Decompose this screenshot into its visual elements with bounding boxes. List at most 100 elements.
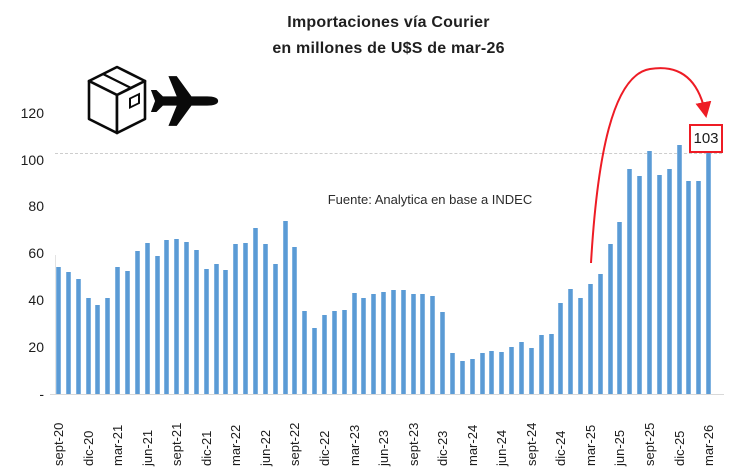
bar-sept-23 [410,294,416,394]
x-axis-line [50,394,724,395]
bar-ago-22 [282,220,288,394]
chart-title-line1: Importaciones vía Courier [287,14,490,31]
bar-dic-20 [85,297,91,394]
bar-sept-22 [292,247,298,394]
chart-title-line2: en millones de U$S de mar-26 [272,40,505,57]
bar-oct-21 [184,241,190,394]
bar-jul-22 [272,263,278,394]
bar-oct-22 [302,310,308,394]
bar-oct-24 [538,335,544,394]
bar-jul-25 [627,168,633,394]
bar-nov-25 [666,168,672,394]
bar-may-22 [253,227,258,394]
bar-jun-24 [499,351,505,394]
y-tick-120: 120 [20,104,44,121]
bar-nov-23 [430,295,436,394]
y-tick-40: 40 [28,292,44,309]
bar-ago-25 [637,175,643,394]
bar-may-25 [607,243,613,394]
bar-ene-21 [95,304,101,394]
bar-mar-22 [233,243,239,394]
bar-sept-21 [174,239,180,394]
x-tick-jun-22: jun-22 [257,429,273,466]
bar-oct-25 [656,174,662,394]
bar-nov-21 [193,249,199,394]
y-tick-100: 100 [20,151,44,168]
x-tick-sept-25: sept-25 [642,422,657,466]
bar-abr-23 [361,297,367,394]
source-note: Fuente: Analytica en base a INDEC [327,192,533,207]
y-axis-line [55,255,56,394]
bar-ago-23 [400,289,406,394]
bar-sept-25 [647,151,652,394]
x-tick-sept-22: sept-22 [287,422,303,466]
x-tick-dic-25: dic-25 [671,430,687,466]
bar-ago-24 [518,342,524,394]
x-tick-mar-26: mar-26 [701,424,717,466]
bar-nov-24 [548,334,554,394]
bar-abr-22 [243,242,249,394]
y-tick-60: 60 [28,245,44,262]
bar-ene-25 [568,288,574,394]
x-tick-sept-21: sept-21 [169,422,185,466]
x-tick-dic-23: dic-23 [435,430,451,466]
x-tick-dic-21: dic-21 [198,430,214,466]
x-tick-mar-22: mar-22 [228,424,244,466]
bar-dic-21 [203,268,209,394]
x-tick-mar-21: mar-21 [110,424,126,466]
package-box-icon [86,64,148,141]
bar-oct-20 [65,272,71,394]
chart-title: Importaciones vía Courier en millones de… [55,10,722,62]
y-tick-80: 80 [28,198,44,215]
x-tick-jun-21: jun-21 [139,429,155,466]
bar-feb-26 [696,180,702,394]
bar-mar-26 [706,152,712,394]
x-tick-sept-20: sept-20 [51,422,66,466]
annotation-value-box: 103 [689,124,723,153]
bar-abr-25 [597,274,603,394]
x-tick-mar-25: mar-25 [582,424,598,466]
bar-oct-23 [420,294,426,394]
x-tick-mar-24: mar-24 [464,424,480,466]
bar-dic-24 [558,302,564,394]
x-tick-jun-23: jun-23 [376,429,392,466]
x-tick-dic-24: dic-24 [553,430,569,466]
x-tick-sept-24: sept-24 [523,422,539,466]
x-tick-jun-24: jun-24 [494,429,510,466]
bar-dic-25 [676,145,682,394]
bar-nov-22 [312,328,318,394]
bar-feb-21 [105,297,111,394]
bar-jul-21 [154,255,160,394]
bar-ene-22 [213,263,219,394]
bar-abr-21 [124,270,130,394]
bar-may-21 [134,251,140,394]
y-tick-20: 20 [28,339,44,356]
bar-jul-24 [509,347,515,394]
bar-jun-25 [617,221,623,394]
x-tick-dic-20: dic-20 [80,430,96,466]
bar-jul-23 [390,289,396,394]
bar-dic-22 [321,315,327,394]
x-tick-sept-23: sept-23 [405,422,421,466]
y-tick--: - [39,386,44,402]
airplane-icon [150,70,220,137]
bar-ene-24 [450,353,455,394]
bar-sept-24 [528,348,534,394]
bar-mar-24 [469,358,475,394]
bar-ene-26 [686,180,692,394]
x-tick-dic-22: dic-22 [316,430,332,466]
bar-mar-25 [587,283,593,394]
x-tick-jun-25: jun-25 [612,429,628,466]
annotation-value: 103 [693,130,719,147]
bar-feb-22 [223,269,229,394]
bar-ago-21 [164,240,170,394]
bar-abr-24 [479,353,485,394]
bar-mar-21 [115,267,121,394]
bar-feb-24 [459,361,465,394]
bar-series [55,0,722,394]
bar-nov-20 [75,279,81,394]
bar-may-24 [489,350,495,394]
bar-jun-23 [381,292,387,394]
bar-mar-23 [351,293,357,394]
